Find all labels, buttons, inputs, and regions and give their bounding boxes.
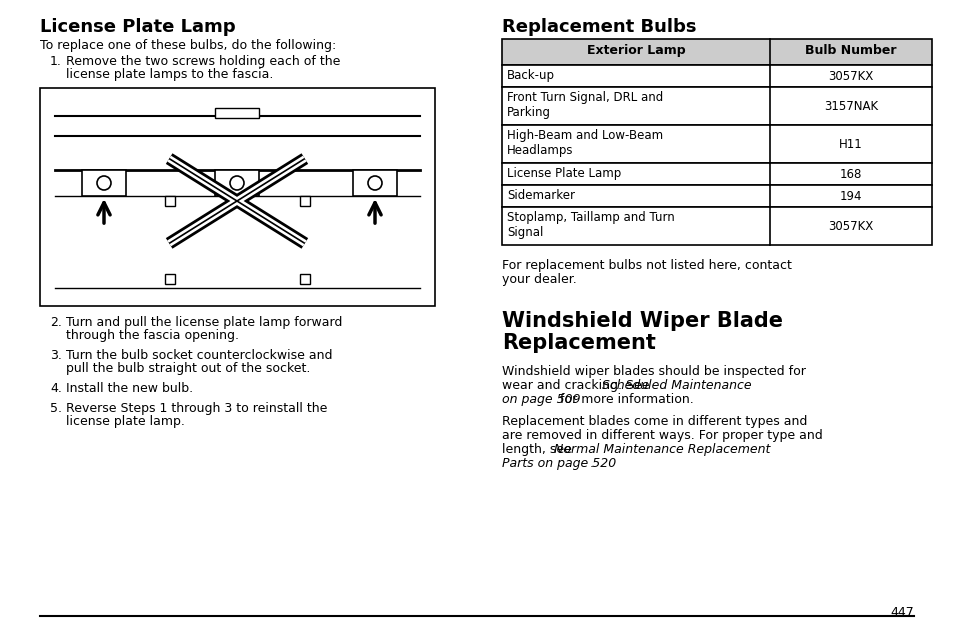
Text: 3157NAK: 3157NAK <box>823 99 877 113</box>
Text: 2.: 2. <box>50 316 62 329</box>
Text: H11: H11 <box>839 137 862 151</box>
Bar <box>501 163 931 185</box>
Text: 3057KX: 3057KX <box>827 219 873 233</box>
Text: 4.: 4. <box>50 382 62 395</box>
Bar <box>501 87 931 125</box>
Bar <box>299 274 310 284</box>
Bar <box>165 196 174 206</box>
Bar <box>353 170 396 196</box>
Text: 3.: 3. <box>50 349 62 362</box>
Text: 447: 447 <box>889 606 913 619</box>
Text: Back-up: Back-up <box>506 69 555 82</box>
Bar <box>501 39 931 65</box>
Bar <box>214 170 258 196</box>
Text: your dealer.: your dealer. <box>501 273 577 286</box>
Text: pull the bulb straight out of the socket.: pull the bulb straight out of the socket… <box>66 362 310 375</box>
Text: Front Turn Signal, DRL and
Parking: Front Turn Signal, DRL and Parking <box>506 91 662 119</box>
Text: license plate lamp.: license plate lamp. <box>66 415 185 428</box>
Text: Replacement: Replacement <box>501 333 656 353</box>
Bar <box>501 185 931 207</box>
Text: Reverse Steps 1 through 3 to reinstall the: Reverse Steps 1 through 3 to reinstall t… <box>66 402 327 415</box>
Text: Remove the two screws holding each of the: Remove the two screws holding each of th… <box>66 55 340 68</box>
Text: High-Beam and Low-Beam
Headlamps: High-Beam and Low-Beam Headlamps <box>506 129 662 157</box>
Text: Turn and pull the license plate lamp forward: Turn and pull the license plate lamp for… <box>66 316 342 329</box>
Text: through the fascia opening.: through the fascia opening. <box>66 329 239 342</box>
Text: Stoplamp, Taillamp and Turn
Signal: Stoplamp, Taillamp and Turn Signal <box>506 211 674 239</box>
Text: 5.: 5. <box>50 402 62 415</box>
Text: Scheduled Maintenance: Scheduled Maintenance <box>601 379 751 392</box>
Text: Sidemarker: Sidemarker <box>506 189 575 202</box>
Bar <box>82 170 126 196</box>
Text: Windshield Wiper Blade: Windshield Wiper Blade <box>501 311 782 331</box>
Bar <box>165 274 174 284</box>
Text: 1.: 1. <box>50 55 62 68</box>
Text: For replacement bulbs not listed here, contact: For replacement bulbs not listed here, c… <box>501 259 791 272</box>
Text: Parts on page 520: Parts on page 520 <box>501 457 616 470</box>
Text: Windshield wiper blades should be inspected for: Windshield wiper blades should be inspec… <box>501 365 805 378</box>
Text: .: . <box>589 457 594 470</box>
Bar <box>501 207 931 245</box>
Text: Normal Maintenance Replacement: Normal Maintenance Replacement <box>554 443 770 456</box>
Text: license plate lamps to the fascia.: license plate lamps to the fascia. <box>66 68 274 81</box>
Text: Exterior Lamp: Exterior Lamp <box>586 44 684 57</box>
Bar <box>299 196 310 206</box>
Bar <box>501 65 931 87</box>
Text: length, see: length, see <box>501 443 576 456</box>
Text: Bulb Number: Bulb Number <box>804 44 896 57</box>
Text: 194: 194 <box>839 190 862 202</box>
Text: for more information.: for more information. <box>556 393 693 406</box>
Text: are removed in different ways. For proper type and: are removed in different ways. For prope… <box>501 429 821 442</box>
Text: Replacement blades come in different types and: Replacement blades come in different typ… <box>501 415 806 428</box>
Text: Install the new bulb.: Install the new bulb. <box>66 382 193 395</box>
Text: 168: 168 <box>839 167 862 181</box>
Text: 3057KX: 3057KX <box>827 69 873 83</box>
Text: License Plate Lamp: License Plate Lamp <box>506 167 620 180</box>
Text: Turn the bulb socket counterclockwise and: Turn the bulb socket counterclockwise an… <box>66 349 333 362</box>
Text: on page 509: on page 509 <box>501 393 580 406</box>
Bar <box>40 88 435 306</box>
Bar <box>214 108 258 118</box>
Text: wear and cracking. See: wear and cracking. See <box>501 379 653 392</box>
Bar <box>501 125 931 163</box>
Text: Replacement Bulbs: Replacement Bulbs <box>501 18 696 36</box>
Text: To replace one of these bulbs, do the following:: To replace one of these bulbs, do the fo… <box>40 39 335 52</box>
Text: License Plate Lamp: License Plate Lamp <box>40 18 235 36</box>
